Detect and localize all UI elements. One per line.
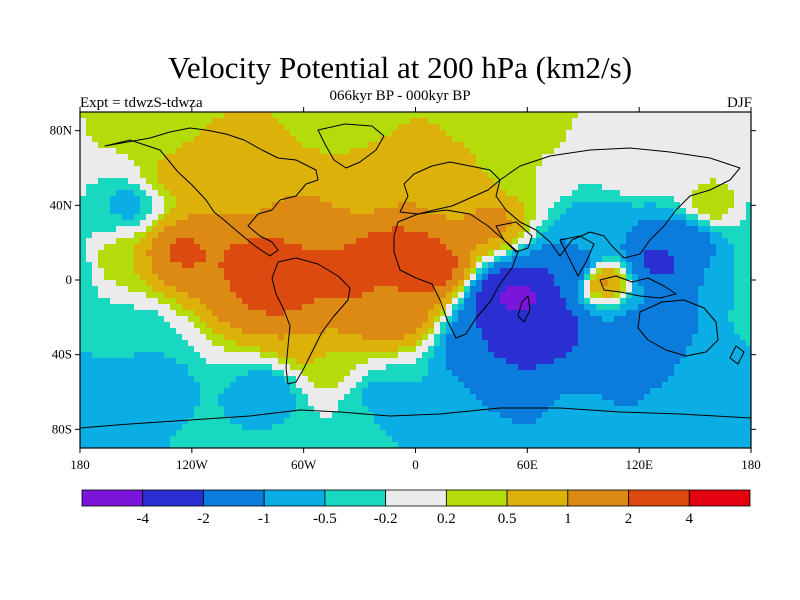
colorbar-swatch <box>263 489 326 507</box>
lat-tick-label: 80S <box>52 421 72 436</box>
lon-tick-label: 0 <box>412 457 419 472</box>
colorbar-swatch <box>688 489 751 507</box>
experiment-label: Expt = tdwzS-tdwza <box>80 95 203 111</box>
lat-tick-label: 40N <box>50 197 73 212</box>
map-subtitle: 066kyr BP - 000kyr BP <box>329 88 471 104</box>
colorbar-swatch <box>142 489 204 507</box>
colorbar-swatch <box>628 489 690 507</box>
colorbar-label: -4 <box>136 511 149 527</box>
colorbar-label: 4 <box>686 511 694 527</box>
coast-africa <box>393 209 519 339</box>
coast-antarctica <box>80 407 751 429</box>
coast-north-america <box>104 127 319 257</box>
colorbar-swatch <box>567 489 629 507</box>
colorbar-label: 0.2 <box>437 511 456 527</box>
lon-tick-label: 180 <box>741 457 761 472</box>
lat-tick-label: 80N <box>50 123 73 138</box>
coast-greenland <box>317 123 385 169</box>
coast-madagascar <box>517 295 531 323</box>
coast-europe <box>399 161 501 215</box>
coast-asia <box>495 147 741 259</box>
lon-tick-label: 60W <box>291 457 317 472</box>
coast-south-america <box>271 257 351 385</box>
coastlines <box>80 123 751 429</box>
colorbar-label: 1 <box>564 511 572 527</box>
latitude-axis: 80N 40N 0 40S 80S <box>50 123 756 436</box>
lat-tick-label: 40S <box>52 347 72 362</box>
longitude-axis: 180 120W 60W 0 60E 120E 180 <box>70 107 761 472</box>
colorbar-label: -2 <box>197 511 210 527</box>
lat-tick-label: 0 <box>66 272 73 287</box>
coast-arabia <box>495 221 533 253</box>
lon-tick-label: 120W <box>176 457 209 472</box>
colorbar-label: -0.2 <box>374 511 398 527</box>
colorbar-swatch <box>203 489 265 507</box>
lon-tick-label: 180 <box>70 457 90 472</box>
contour-field <box>80 112 751 448</box>
colorbar-label: 2 <box>625 511 633 527</box>
lon-tick-label: 60E <box>517 457 538 472</box>
colorbar-swatch <box>81 489 144 507</box>
lon-tick-label: 120E <box>625 457 653 472</box>
map-title: Velocity Potential at 200 hPa (km2/s) <box>167 50 633 85</box>
coast-australia <box>637 299 719 357</box>
colorbar-label: 0.5 <box>498 511 517 527</box>
colorbar-label: -1 <box>258 511 271 527</box>
coast-india <box>559 235 595 277</box>
season-label: DJF <box>726 95 752 111</box>
colorbar-swatch <box>445 489 508 507</box>
colorbar-label: -0.5 <box>313 511 337 527</box>
colorbar-swatch <box>506 489 569 507</box>
coast-new-zealand <box>729 345 745 365</box>
colorbar: -4 -2 -1 -0.5 -0.2 0.2 0.5 1 2 4 <box>81 489 751 527</box>
coast-indonesia <box>599 275 677 299</box>
colorbar-swatch <box>324 489 387 507</box>
colorbar-swatch <box>385 489 447 507</box>
